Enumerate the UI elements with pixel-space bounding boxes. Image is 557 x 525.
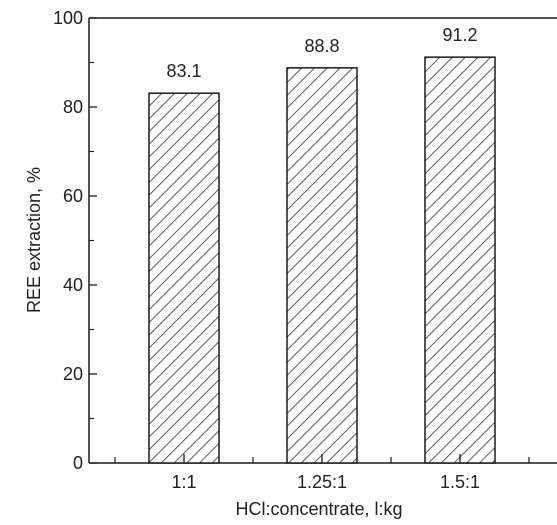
y-tick-label: 60 [63,186,83,206]
x-axis-title: HCl:concentrate, l:kg [235,499,402,519]
x-tick-label: 1.5:1 [440,472,480,492]
bar-value-label: 83.1 [166,61,201,81]
x-tick-label: 1.25:1 [297,472,347,492]
y-axis-title: REE extraction, % [24,167,44,313]
bar-value-label: 91.2 [442,25,477,45]
y-tick-label: 0 [73,453,83,473]
y-tick-label: 40 [63,275,83,295]
bar [148,92,220,464]
bar [424,56,496,464]
y-tick-label: 20 [63,364,83,384]
bar [286,67,358,464]
x-tick-label: 1:1 [171,472,196,492]
bar-value-label: 88.8 [304,36,339,56]
y-tick-label: 100 [53,8,83,28]
y-tick-label: 80 [63,97,83,117]
